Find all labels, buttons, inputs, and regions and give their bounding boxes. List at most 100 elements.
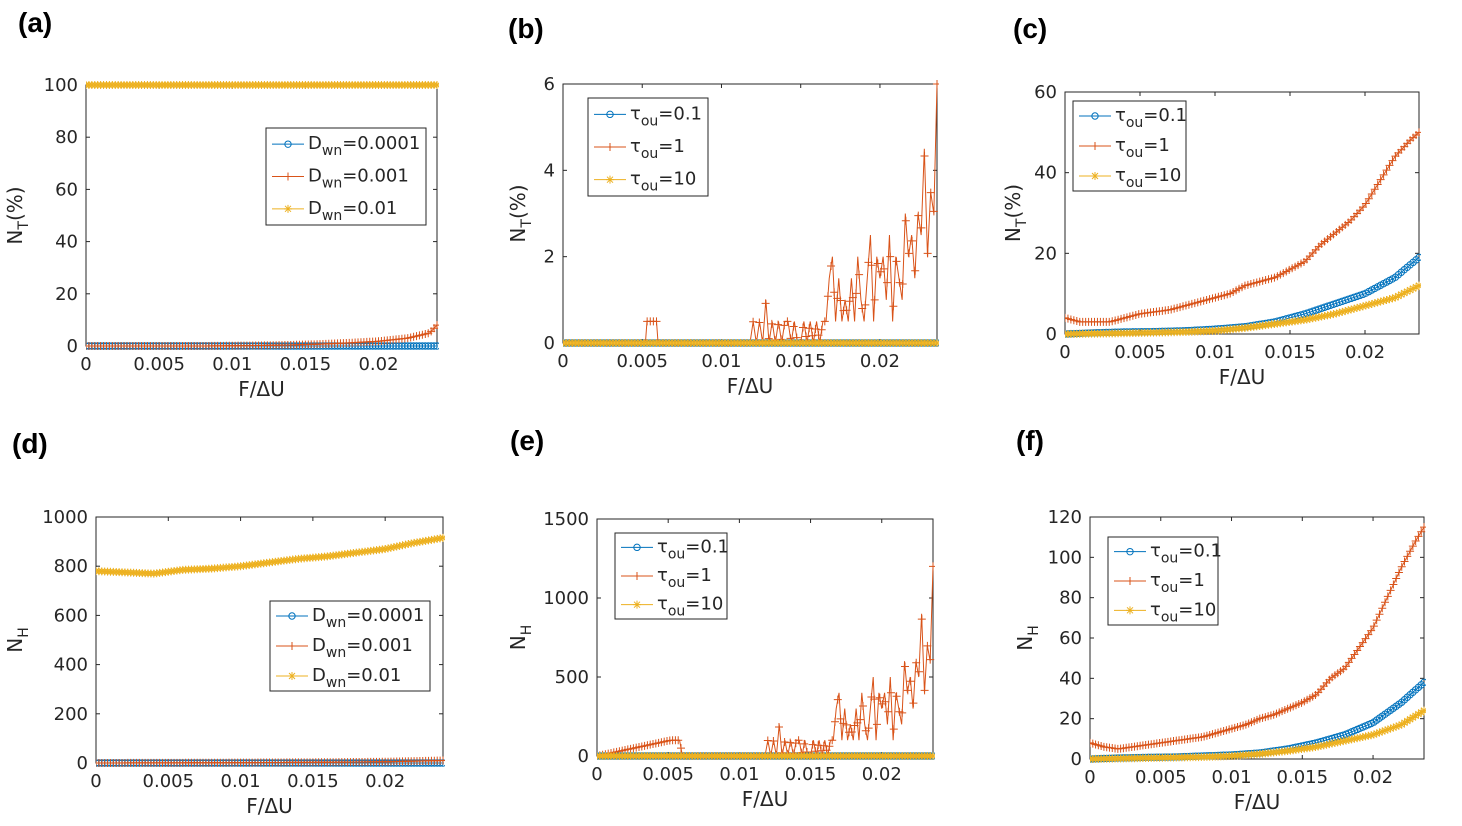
panel-letter: (a) xyxy=(18,7,52,38)
data-point xyxy=(1372,729,1381,738)
data-point xyxy=(909,699,918,708)
data-point xyxy=(1336,737,1345,746)
data-point xyxy=(1322,740,1331,749)
data-point xyxy=(674,736,683,745)
x-tick-label: 0.02 xyxy=(1345,342,1385,363)
legend-marker xyxy=(284,204,292,213)
series-layer xyxy=(597,562,935,760)
legend-marker xyxy=(288,612,296,620)
legend-marker xyxy=(633,572,641,580)
data-point xyxy=(1383,592,1392,601)
data-point xyxy=(873,720,881,729)
y-tick-label: 1000 xyxy=(42,507,88,528)
data-point xyxy=(398,342,406,350)
data-point xyxy=(898,280,907,289)
data-point xyxy=(401,342,409,350)
legend-marker xyxy=(1126,577,1134,585)
data-point xyxy=(1373,180,1382,189)
series-layer xyxy=(96,533,445,767)
data-point xyxy=(805,324,814,333)
x-axis-label: F/ΔU xyxy=(246,794,293,818)
data-point xyxy=(1388,294,1397,303)
y-tick-label: 400 xyxy=(54,655,88,676)
data-point xyxy=(415,342,424,350)
y-tick-label: 60 xyxy=(1059,628,1082,649)
data-point xyxy=(1403,717,1412,726)
x-tick-label: 0.02 xyxy=(862,764,902,785)
x-tick-label: 0 xyxy=(1059,342,1070,363)
data-point xyxy=(1353,734,1362,743)
legend-entry: τou=0.1 xyxy=(1115,105,1187,131)
legend: Dwn=0.0001 Dwn=0.001 Dwn=0.01 xyxy=(269,600,431,692)
data-point xyxy=(933,80,939,88)
data-point xyxy=(883,278,892,287)
data-point xyxy=(1420,523,1426,532)
data-point xyxy=(819,741,828,750)
y-tick-label: 0 xyxy=(1046,324,1057,345)
data-point xyxy=(825,742,834,751)
data-point xyxy=(873,259,882,268)
x-tick-label: 0.01 xyxy=(1211,767,1251,788)
data-point xyxy=(1339,737,1348,746)
data-point xyxy=(1370,299,1379,308)
data-point xyxy=(1411,711,1420,720)
data-point xyxy=(1323,311,1332,320)
panel-letter: (b) xyxy=(508,13,544,44)
data-point xyxy=(783,317,792,326)
legend-entry: τou=0.1 xyxy=(630,103,702,129)
y-tick-label: 60 xyxy=(55,179,78,200)
legend-entry: Dwn=0.001 xyxy=(312,635,413,661)
data-point xyxy=(1305,314,1314,323)
y-tick-label: 20 xyxy=(1059,709,1082,730)
data-point xyxy=(1372,616,1381,625)
legend-marker xyxy=(288,672,296,680)
data-point xyxy=(923,249,932,258)
data-point xyxy=(1417,708,1426,717)
data-point xyxy=(1358,302,1367,311)
data-point xyxy=(1386,586,1395,595)
x-tick-label: 0.01 xyxy=(719,764,759,785)
data-point xyxy=(774,320,783,329)
data-point xyxy=(1394,721,1403,730)
data-point xyxy=(789,322,798,331)
data-point xyxy=(412,342,421,350)
y-tick-label: 120 xyxy=(1048,507,1082,528)
data-point xyxy=(914,211,923,220)
data-point xyxy=(404,342,412,350)
data-point xyxy=(911,266,920,275)
y-tick-label: 4 xyxy=(544,160,555,181)
data-point xyxy=(1320,311,1329,320)
legend-entry: τou=0.1 xyxy=(1150,541,1222,567)
x-tick-label: 0.005 xyxy=(616,351,668,372)
data-point xyxy=(1364,731,1373,740)
data-point xyxy=(1311,743,1320,752)
series-layer xyxy=(563,80,939,347)
data-point xyxy=(800,739,809,748)
data-point xyxy=(389,543,398,552)
data-point xyxy=(1397,290,1406,299)
data-point xyxy=(1367,299,1376,308)
x-tick-label: 0 xyxy=(1084,767,1095,788)
y-tick-label: 0 xyxy=(544,333,555,354)
legend-marker xyxy=(284,140,292,148)
data-point xyxy=(433,81,439,89)
y-axis-label: NH xyxy=(1013,625,1042,651)
y-tick-label: 40 xyxy=(1059,668,1082,689)
legend-entry: τou=1 xyxy=(657,565,712,591)
y-tick-label: 80 xyxy=(55,127,78,148)
legend-entry: τou=10 xyxy=(657,594,723,620)
data-point xyxy=(908,236,917,245)
data-point xyxy=(395,541,404,550)
data-point xyxy=(1381,726,1390,735)
data-point xyxy=(1347,305,1356,314)
data-point xyxy=(889,725,898,734)
y-tick-label: 100 xyxy=(1048,547,1082,568)
x-tick-label: 0.01 xyxy=(1195,342,1235,363)
data-point xyxy=(1317,741,1326,750)
x-tick-label: 0.005 xyxy=(1135,767,1187,788)
panel-letter: (c) xyxy=(1013,13,1047,44)
data-point xyxy=(892,692,901,701)
data-point xyxy=(808,331,817,340)
data-point xyxy=(1409,284,1418,293)
